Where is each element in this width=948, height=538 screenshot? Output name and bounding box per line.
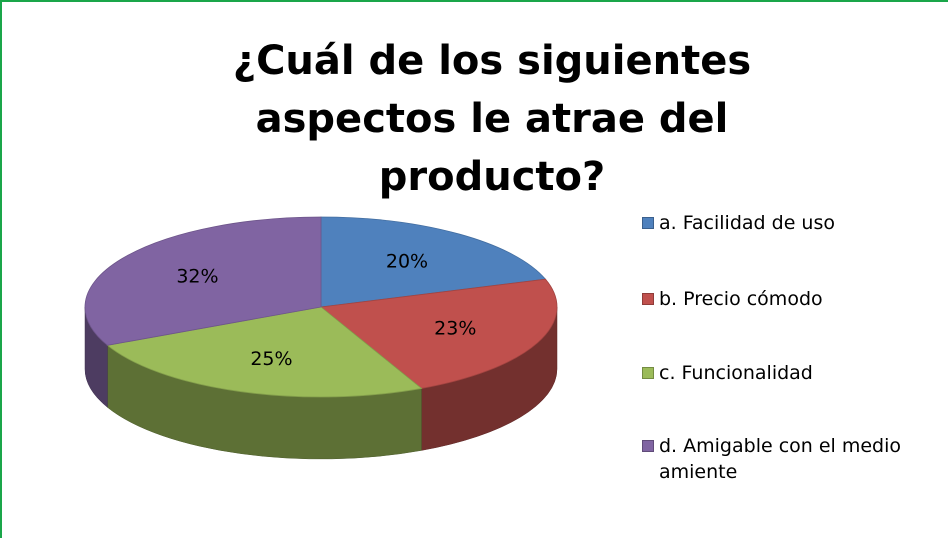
data-label: 32%: [176, 266, 218, 288]
legend-swatch: [642, 367, 654, 379]
pie-slice: [84, 216, 322, 346]
legend-label: d. Amigable con el medio amiente: [659, 435, 902, 483]
data-label: 20%: [386, 250, 428, 272]
chart-title: ¿Cuál de los siguientes aspectos le atra…: [232, 38, 752, 200]
data-label: 23%: [434, 318, 476, 340]
pie-slice: [320, 278, 558, 389]
legend-item: c. Funcionalidad: [642, 360, 944, 386]
legend-swatch: [642, 217, 654, 229]
legend-swatch: [642, 440, 654, 452]
pie-slice: [320, 216, 547, 308]
legend-item: a. Facilidad de uso: [642, 210, 944, 236]
legend-label: c. Funcionalidad: [659, 362, 813, 384]
legend-label: a. Facilidad de uso: [659, 212, 835, 234]
legend-label: b. Precio cómodo: [659, 288, 823, 310]
legend-item: b. Precio cómodo: [642, 286, 944, 312]
legend-swatch: [642, 293, 654, 305]
pie-slice: [106, 306, 423, 398]
data-label: 25%: [250, 348, 292, 370]
legend-item: d. Amigable con el medio amiente: [642, 433, 944, 485]
